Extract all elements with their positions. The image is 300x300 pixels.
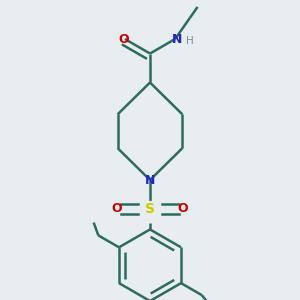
Text: O: O bbox=[178, 202, 188, 215]
Text: N: N bbox=[145, 173, 155, 187]
Text: O: O bbox=[112, 202, 122, 215]
Text: S: S bbox=[145, 202, 155, 216]
Text: H: H bbox=[186, 36, 194, 46]
Text: N: N bbox=[172, 32, 182, 46]
Text: O: O bbox=[118, 32, 128, 46]
